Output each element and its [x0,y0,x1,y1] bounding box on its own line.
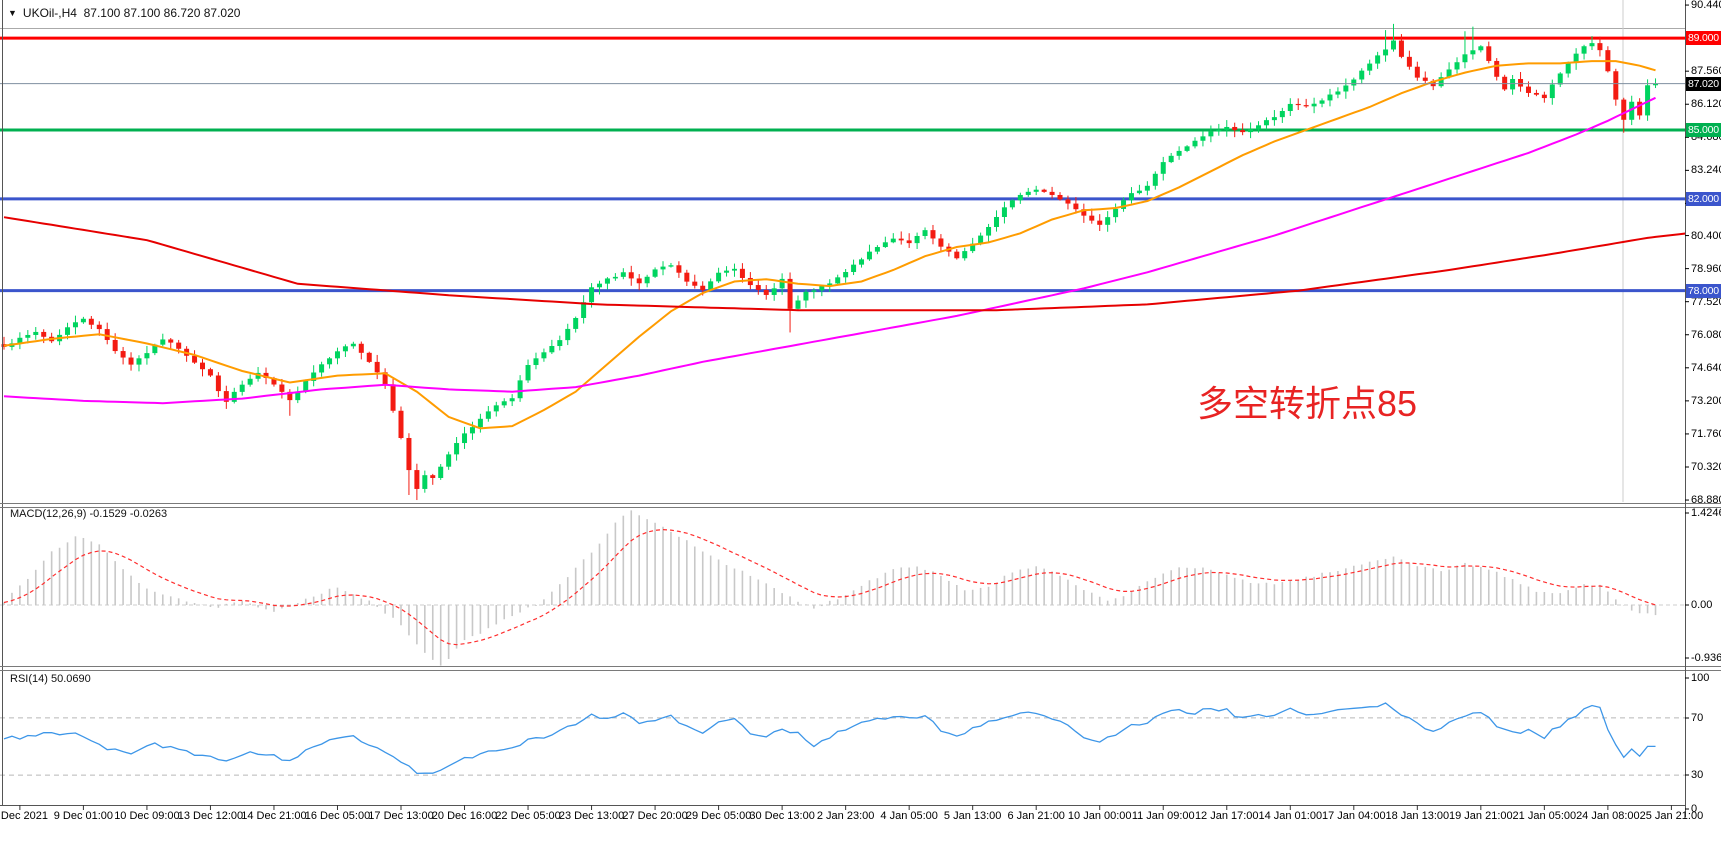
time-tick-label: 17 Dec 13:00 [368,810,434,822]
ma-fast-orange [3,60,1656,430]
macd-pane [0,510,1685,666]
price-tick-label: 74.640 [1691,361,1721,374]
price-tick-label: 78.960 [1691,262,1721,275]
price-tick-label: 73.200 [1691,394,1721,407]
ma-mid-magenta [3,96,1656,405]
price-badge-85.000: 85.000 [1686,122,1721,137]
time-tick-label: 2 Jan 23:00 [816,810,875,822]
time-tick-label: 19 Jan 21:00 [1449,810,1513,822]
time-tick-label: 10 Jan 00:00 [1067,810,1132,822]
price-tick-label: 70.320 [1691,460,1721,473]
rsi-pane-label: RSI(14) 50.0690 [10,673,91,685]
time-tick-label: 23 Dec 13:00 [558,810,625,822]
price-badge-89.000: 89.000 [1686,31,1721,46]
time-tick-label: 14 Jan 01:00 [1258,810,1323,822]
price-tick-label: 77.520 [1691,295,1721,308]
ohlc-values: 87.100 87.100 86.720 87.020 [83,6,241,20]
rsi-tick-label: 0 [1691,803,1698,815]
time-tick-label: 12 Jan 17:00 [1194,810,1259,822]
price-tick-label: 76.080 [1691,328,1721,341]
price-tick-label: 83.240 [1691,164,1721,177]
price-badge-78.000: 78.000 [1686,283,1721,298]
macd-pane-label: MACD(12,26,9) -0.1529 -0.0263 [10,508,168,520]
time-tick-label: 6 Jan 21:00 [1007,810,1065,822]
rsi-value: 50.0690 [50,673,91,685]
time-tick-label: 16 Dec 05:00 [304,810,371,822]
price-tick-label: 87.560 [1691,65,1721,78]
time-tick-label: 5 Jan 13:00 [943,810,1002,822]
time-tick-label: 7 Dec 2021 [0,810,49,822]
time-tick-label: 29 Dec 05:00 [685,810,752,822]
price-tick-label: 71.760 [1691,427,1721,440]
time-tick-label: 13 Dec 12:00 [177,810,244,822]
time-tick-label: 20 Dec 16:00 [431,810,498,822]
time-tick-label: 30 Dec 13:00 [749,810,815,822]
macd-tick-label: -0.9363 [1691,652,1721,664]
price-tick-label: 90.440 [1691,0,1721,12]
main-price-pane [0,0,1685,502]
price-badge-82.000: 82.000 [1686,191,1721,206]
ma-slow-red [3,216,1685,312]
price-tick-label: 68.880 [1691,494,1721,507]
time-tick-label: 18 Jan 13:00 [1385,810,1450,822]
macd-tick-label: 0.00 [1691,599,1713,611]
rsi-line [3,702,1656,775]
macd-signal-line [3,528,1656,646]
rsi-pane [0,702,1685,776]
symbol-period-label: UKOil-,H4 [22,6,77,20]
time-tick-label: 9 Dec 01:00 [53,810,114,822]
time-tick-label: 4 Jan 05:00 [880,810,938,822]
time-tick-label: 27 Dec 20:00 [622,810,688,822]
time-tick-label: 17 Jan 04:00 [1321,810,1386,822]
price-tick-label: 80.400 [1691,229,1721,242]
time-tick-label: 24 Jan 08:00 [1576,810,1640,822]
time-tick-label: 11 Jan 09:00 [1131,810,1195,822]
time-tick-label: 25 Jan 21:00 [1639,810,1704,822]
time-tick-label: 22 Dec 05:00 [495,810,561,822]
candles [1,23,1659,501]
macd-values: -0.1529 -0.0263 [89,508,168,520]
price-tick-label: 86.120 [1691,98,1721,111]
symbol-dropdown-caret-icon[interactable]: ▼ [8,8,17,18]
time-tick-label: 21 Jan 05:00 [1512,810,1577,822]
time-tick-label: 10 Dec 09:00 [114,810,180,822]
price-badge-87.020: 87.020 [1686,76,1721,91]
text-annotation: 多空转折点85 [1197,383,1418,424]
rsi-tick-label: 70 [1691,712,1704,724]
macd-tick-label: 1.4246 [1691,507,1721,519]
time-tick-label: 14 Dec 21:00 [241,810,307,822]
rsi-tick-label: 30 [1691,769,1704,781]
chart-title: ▼ UKOil-,H4 87.100 87.100 86.720 87.020 [8,6,240,20]
rsi-tick-label: 100 [1691,672,1710,684]
